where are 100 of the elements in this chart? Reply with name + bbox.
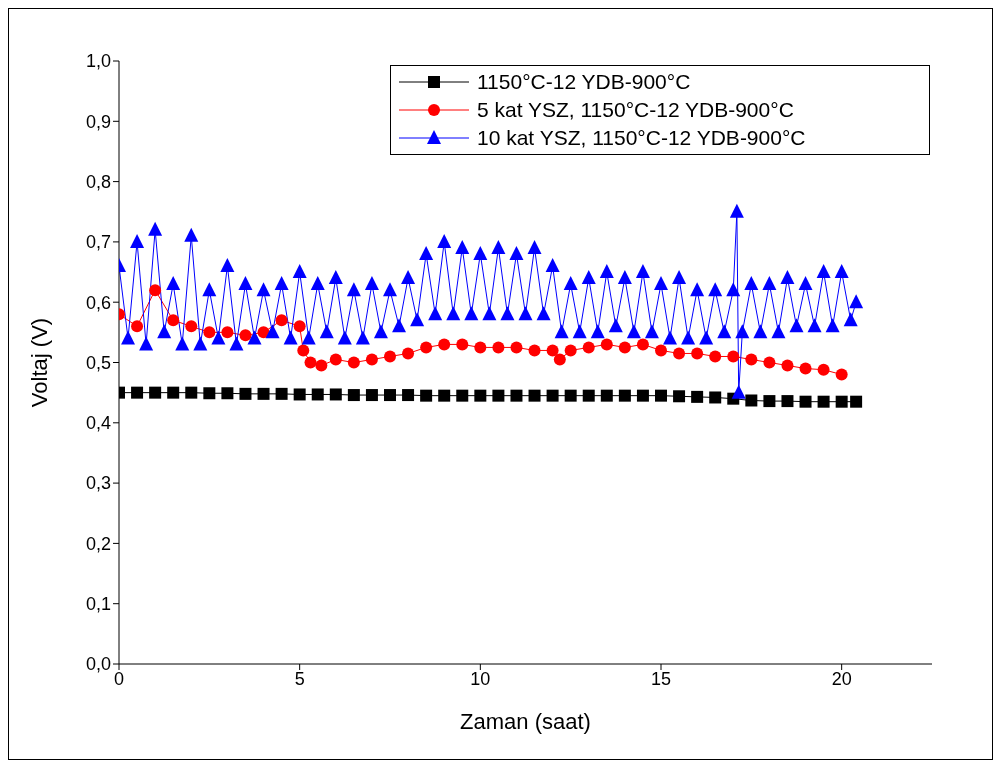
point	[293, 388, 306, 401]
point	[293, 320, 306, 333]
point	[203, 326, 216, 339]
point	[618, 389, 631, 402]
point	[636, 338, 649, 351]
point	[781, 395, 794, 408]
point	[510, 389, 523, 402]
x-tick-label: 0	[113, 668, 125, 689]
y-tick-label: 0,6	[85, 292, 111, 313]
point	[167, 314, 180, 327]
point	[167, 386, 180, 399]
point	[528, 389, 541, 402]
y-tick-label: 0,5	[85, 352, 111, 373]
y-tick-label: 0,2	[85, 533, 111, 554]
point	[347, 356, 360, 369]
point	[709, 350, 722, 363]
point	[600, 338, 613, 351]
point	[329, 353, 342, 366]
point	[221, 387, 234, 400]
point	[492, 389, 505, 402]
y-tick-label: 0,0	[85, 654, 111, 675]
point	[438, 338, 451, 351]
point	[564, 389, 577, 402]
point	[239, 329, 252, 342]
legend-label: 1150°C-12 YDB-900°C	[477, 70, 691, 94]
point	[384, 389, 396, 402]
point	[673, 347, 686, 360]
point	[763, 356, 776, 369]
point	[221, 326, 234, 339]
point	[510, 341, 523, 354]
point	[203, 387, 216, 400]
point	[691, 390, 704, 403]
point	[564, 344, 577, 357]
point	[185, 320, 198, 333]
point	[636, 389, 649, 402]
point	[275, 387, 288, 400]
point	[149, 284, 162, 297]
point	[799, 395, 812, 408]
x-tick-label: 20	[831, 668, 852, 689]
point	[131, 320, 144, 333]
point	[311, 388, 324, 401]
point	[799, 362, 812, 375]
point	[492, 341, 505, 354]
y-tick-label: 0,1	[85, 594, 111, 615]
x-tick-label: 15	[650, 668, 672, 689]
point	[781, 359, 794, 372]
x-tick-label: 5	[294, 668, 305, 689]
point	[275, 314, 288, 327]
y-axis-title: Voltaj (V)	[26, 317, 52, 408]
point	[402, 389, 415, 402]
point	[600, 389, 613, 402]
y-tick-label: 0,4	[85, 413, 111, 434]
point	[131, 386, 144, 399]
point	[582, 341, 595, 354]
y-tick-label: 0,9	[85, 111, 111, 132]
point	[257, 387, 270, 400]
point	[553, 353, 566, 366]
point	[456, 389, 469, 402]
legend-label: 5 kat YSZ, 1150°C-12 YDB-900°C	[477, 98, 794, 122]
point	[655, 344, 667, 357]
point	[149, 386, 162, 399]
point	[185, 386, 198, 399]
point	[582, 389, 595, 402]
x-tick-label: 10	[470, 668, 491, 689]
x-axis-title: Zaman (saat)	[460, 709, 591, 734]
point	[817, 363, 830, 376]
point	[745, 353, 758, 366]
point	[727, 350, 740, 363]
point	[835, 368, 848, 381]
point	[745, 394, 758, 407]
point	[474, 389, 487, 402]
point	[402, 347, 415, 360]
point	[655, 389, 667, 402]
point	[329, 388, 342, 401]
point	[438, 389, 451, 402]
point	[763, 395, 776, 408]
point	[546, 389, 559, 402]
point	[304, 356, 317, 369]
y-tick-label: 0,3	[85, 473, 111, 494]
point	[315, 359, 328, 372]
point	[384, 350, 396, 363]
point	[420, 341, 433, 354]
point	[474, 341, 487, 354]
point	[297, 344, 310, 357]
y-tick-label: 0,8	[85, 171, 111, 192]
point	[420, 389, 433, 402]
point	[835, 395, 848, 408]
legend-label: 10 kat YSZ, 1150°C-12 YDB-900°C	[477, 126, 806, 150]
point	[365, 353, 378, 366]
point	[239, 387, 252, 400]
point	[691, 347, 704, 360]
point	[456, 338, 469, 351]
point	[618, 341, 631, 354]
point	[673, 390, 686, 403]
point	[528, 344, 541, 357]
y-tick-label: 1,0	[85, 51, 111, 72]
y-tick-label: 0,7	[85, 232, 111, 253]
point	[709, 391, 722, 404]
point	[347, 389, 360, 402]
point	[817, 395, 830, 408]
